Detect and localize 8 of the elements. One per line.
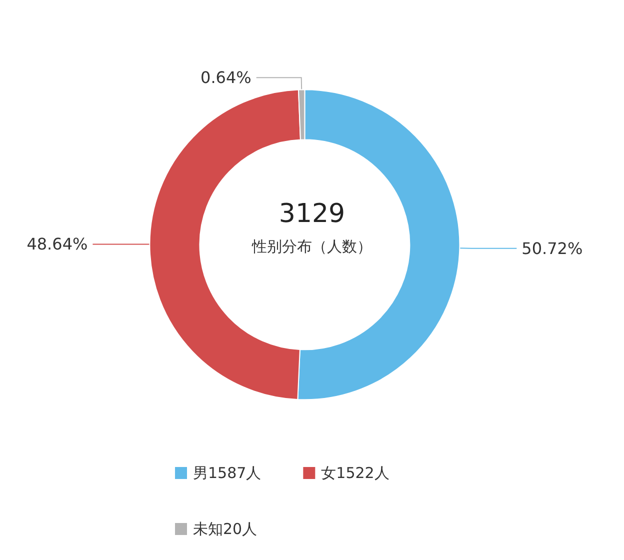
data-label: 50.72%	[522, 238, 583, 258]
data-label: 48.64%	[26, 234, 88, 254]
legend-label: 未知20人	[193, 520, 258, 538]
legend-label: 女1522人	[321, 464, 390, 482]
text: 性别分布（人数）	[251, 238, 372, 256]
data-label: 0.64%	[200, 68, 252, 88]
text: 3129	[278, 199, 346, 229]
legend-label: 男1587人	[193, 464, 262, 482]
